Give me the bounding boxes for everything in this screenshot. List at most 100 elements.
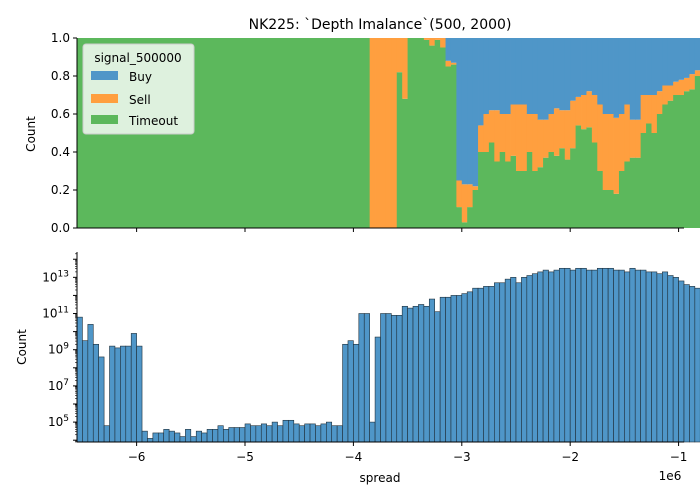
top-bar-sell xyxy=(396,38,403,73)
histogram-bar xyxy=(591,269,598,443)
top-bar-sell xyxy=(515,104,522,171)
top-bar-timeout xyxy=(608,190,614,228)
histogram-bar xyxy=(683,284,690,443)
top-bar-sell xyxy=(553,108,560,156)
top-bar-timeout xyxy=(358,38,365,228)
histogram-bar xyxy=(531,273,538,443)
histogram-bar xyxy=(136,345,143,443)
top-bar-buy xyxy=(684,38,690,78)
histogram-bar xyxy=(206,429,213,443)
top-bar-timeout xyxy=(77,38,83,228)
top-bar-buy xyxy=(494,38,501,111)
histogram-bar xyxy=(212,429,219,443)
histogram-bar xyxy=(374,336,381,443)
histogram-bar xyxy=(385,313,392,443)
top-bar-sell xyxy=(423,38,430,40)
top-bar-buy xyxy=(591,38,598,95)
top-bar-timeout xyxy=(532,171,539,228)
top-bar-sell xyxy=(689,74,696,90)
top-bar-sell xyxy=(694,70,700,76)
top-bar-sell xyxy=(575,96,582,126)
top-bar-timeout xyxy=(331,38,338,228)
histogram-bar xyxy=(537,271,544,443)
top-bar-buy xyxy=(629,38,636,120)
top-bar-timeout xyxy=(272,38,278,228)
top-bar-buy xyxy=(646,38,652,95)
top-bar-sell xyxy=(591,95,598,143)
top-y-axis-label: Count xyxy=(24,116,38,152)
top-bar-timeout xyxy=(624,161,631,228)
histogram-bar xyxy=(521,277,528,443)
top-bar-timeout xyxy=(559,148,566,228)
histogram-bar xyxy=(445,296,452,443)
top-bar-timeout xyxy=(299,38,306,228)
top-bar-timeout xyxy=(293,38,300,228)
histogram-bar xyxy=(396,315,403,443)
bottom-x-tick-label: −3 xyxy=(453,450,471,464)
top-bar-buy xyxy=(602,38,609,114)
top-bar-sell xyxy=(445,60,452,67)
top-bar-buy xyxy=(510,38,517,105)
top-bar-timeout xyxy=(450,64,457,228)
top-bar-timeout xyxy=(239,38,246,228)
top-bar-sell xyxy=(391,38,398,228)
histogram-bar xyxy=(456,295,463,443)
top-bar-buy xyxy=(467,38,474,185)
top-bar-timeout xyxy=(228,38,235,228)
top-bar-sell xyxy=(505,114,511,162)
top-bar-sell xyxy=(651,95,658,133)
top-bar-timeout xyxy=(326,38,333,228)
top-bar-timeout xyxy=(456,207,463,228)
top-bar-timeout xyxy=(445,66,452,228)
top-bar-buy xyxy=(608,38,614,114)
bottom-x-tick-label: −2 xyxy=(561,450,579,464)
top-bar-timeout xyxy=(575,125,582,228)
top-bar-timeout xyxy=(510,155,517,228)
legend-swatch-timeout xyxy=(91,115,118,124)
top-bar-timeout xyxy=(543,157,549,228)
histogram-bar xyxy=(185,429,192,443)
bottom-y-tick-label: 1013 xyxy=(42,269,69,284)
top-bar-timeout xyxy=(255,38,262,228)
top-bar-buy xyxy=(667,38,674,86)
top-bar-timeout xyxy=(591,142,598,228)
legend-swatch-sell xyxy=(91,94,118,103)
top-bar-buy xyxy=(678,38,685,80)
top-bar-sell xyxy=(375,38,381,228)
top-bar-timeout xyxy=(310,38,316,228)
histogram-bar xyxy=(515,282,522,443)
top-bar-sell xyxy=(624,104,631,162)
histogram-bar xyxy=(672,277,679,443)
histogram-bar xyxy=(130,333,137,443)
histogram-bar xyxy=(461,293,468,443)
top-bar-sell xyxy=(472,186,479,190)
top-bar-buy xyxy=(613,38,620,118)
histogram-bar xyxy=(575,267,582,443)
legend-frame xyxy=(82,43,195,135)
histogram-bar xyxy=(266,425,273,443)
top-bar-timeout xyxy=(320,38,327,228)
histogram-bar xyxy=(466,291,473,443)
top-bar-timeout xyxy=(201,38,208,228)
top-chart-title: NK225: `Depth Imalance`(500, 2000) xyxy=(249,17,512,33)
top-bar-buy xyxy=(564,38,571,111)
top-bar-sell xyxy=(526,114,533,152)
top-bar-timeout xyxy=(282,38,289,228)
top-bar-buy xyxy=(570,38,577,101)
top-bar-timeout xyxy=(515,171,522,228)
top-bar-sell xyxy=(667,85,674,101)
top-bar-timeout xyxy=(537,167,544,228)
top-bar-timeout xyxy=(478,152,484,228)
bottom-y-tick-label: 107 xyxy=(48,378,69,393)
top-bar-buy xyxy=(656,38,663,92)
top-y-tick-label: 0.2 xyxy=(51,183,70,197)
top-bar-timeout xyxy=(488,142,495,228)
top-bar-timeout xyxy=(207,38,213,228)
histogram-bar xyxy=(678,280,685,443)
top-bar-timeout xyxy=(526,152,533,228)
x-offset-text: 1e6 xyxy=(659,469,682,483)
top-bar-sell xyxy=(543,119,549,158)
top-bar-timeout xyxy=(461,222,468,228)
top-bar-timeout xyxy=(261,38,268,228)
